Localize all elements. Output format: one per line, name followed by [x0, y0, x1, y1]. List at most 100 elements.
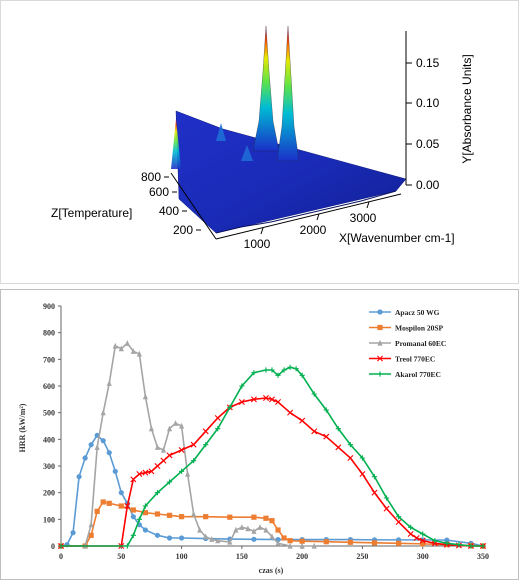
hrr-data-point	[371, 489, 378, 496]
hrr-data-point	[142, 503, 148, 509]
hrr-data-point	[233, 526, 239, 533]
hrr-x-tick-label: 250	[356, 552, 368, 561]
hrr-data-point	[311, 542, 317, 549]
surface-peak-small-left	[171, 119, 181, 169]
hrr-data-point	[185, 470, 191, 477]
hrr-data-point	[100, 499, 106, 505]
hrr-data-point	[136, 471, 143, 477]
hrr-y-tick-label: 700	[43, 355, 55, 364]
hrr-legend-marker	[377, 339, 383, 346]
hrr-series-0	[58, 432, 486, 549]
hrr-data-point	[58, 543, 64, 549]
hrr-data-point	[160, 446, 167, 453]
hrr-data-point	[275, 372, 281, 378]
hrr-data-point	[215, 426, 221, 432]
hrr-data-point	[190, 441, 197, 448]
hrr-data-point	[347, 455, 354, 461]
hrr-data-point	[178, 535, 185, 541]
hrr-legend-label: Treol 770EC	[395, 355, 435, 364]
hrr-data-point	[287, 364, 293, 370]
hrr-data-point	[269, 533, 275, 540]
hrr-data-point	[396, 514, 402, 520]
hrr-legend-item: Treol 770EC	[369, 355, 435, 364]
hrr-data-point	[287, 538, 293, 544]
hrr-y-tick-label: 800	[43, 329, 55, 338]
hrr-data-point	[269, 367, 275, 373]
ftir-3d-surface-panel: 0.00 0.05 0.10 0.15 Y[Absorbance Units] 200…	[0, 0, 519, 284]
x-axis-label-3d: X[Wavenumber cm-1]	[339, 231, 455, 245]
hrr-y-tick-label: 500	[43, 409, 55, 418]
hrr-data-point	[154, 444, 161, 450]
hrr-y-tick-label: 400	[43, 435, 55, 444]
hrr-series-3	[58, 395, 486, 549]
z-tick-3d-label: 400	[159, 204, 179, 218]
hrr-y-tick-label: 0	[51, 542, 55, 551]
hrr-data-point	[444, 540, 450, 546]
hrr-data-point	[263, 367, 269, 373]
x-tick-3d-mark	[316, 213, 320, 221]
hrr-data-point	[202, 428, 209, 435]
hrr-data-point	[94, 508, 100, 514]
y-tick-3d-label: 0.15	[416, 56, 440, 70]
hrr-data-point	[287, 409, 294, 416]
x-ticks-3d: 1000 2000 3000	[244, 201, 377, 251]
z-tick-3d-label: 200	[173, 223, 193, 237]
hrr-data-point	[432, 538, 438, 544]
hrr-data-point	[275, 399, 282, 405]
hrr-series-line	[61, 366, 483, 547]
hrr-data-point	[407, 531, 414, 537]
hrr-data-point	[130, 507, 136, 513]
hrr-data-point	[396, 540, 402, 546]
hrr-data-point	[335, 444, 342, 451]
hrr-data-point	[311, 428, 318, 435]
hrr-data-point	[154, 532, 161, 538]
hrr-data-point	[238, 399, 245, 405]
hrr-data-point	[269, 518, 275, 524]
hrr-data-point	[154, 511, 161, 517]
hrr-data-point	[359, 455, 366, 461]
surface-front-edge	[215, 190, 397, 234]
hrr-legend-marker	[377, 371, 383, 377]
hrr-data-point	[395, 519, 402, 525]
hrr-data-point	[130, 476, 137, 483]
hrr-x-axis-label: czas (s)	[259, 566, 284, 575]
hrr-data-point	[299, 372, 305, 378]
surface-peak-small-mid	[216, 123, 226, 141]
hrr-data-point	[130, 532, 136, 538]
hrr-data-point	[106, 500, 112, 506]
y-ticks-3d: 0.00 0.05 0.10 0.15	[406, 56, 440, 192]
hrr-data-point	[420, 531, 426, 537]
surface-peak-main-2	[276, 25, 300, 162]
hrr-y-axis-label: HRR (kW/m²)	[18, 403, 27, 452]
hrr-data-point	[203, 442, 209, 448]
hrr-data-point	[178, 447, 185, 453]
hrr-data-point	[94, 444, 100, 450]
x-axis-3d	[215, 193, 402, 240]
hrr-data-point	[203, 533, 209, 540]
hrr-data-point	[245, 525, 251, 532]
hrr-data-point	[166, 535, 173, 541]
hrr-data-point	[178, 468, 185, 474]
hrr-data-point	[251, 536, 257, 542]
hrr-series-4	[58, 364, 486, 549]
hrr-data-point	[214, 415, 221, 421]
hrr-data-point	[88, 521, 94, 528]
hrr-legend-marker	[377, 309, 383, 315]
hrr-data-point	[251, 370, 257, 376]
surface-peak-main-1	[252, 25, 280, 152]
hrr-x-tick-label: 300	[417, 552, 429, 561]
hrr-data-point	[293, 366, 299, 372]
hrr-data-point	[112, 468, 118, 474]
hrr-data-point	[166, 479, 173, 485]
hrr-y-tick-label: 900	[43, 302, 55, 311]
x-tick-3d-label: 2000	[300, 223, 327, 237]
hrr-data-point	[148, 468, 155, 475]
hrr-data-point	[287, 542, 293, 549]
hrr-legend-label: Mospilon 20SP	[395, 324, 444, 333]
hrr-x-tick-label: 150	[236, 552, 248, 561]
hrr-data-point	[480, 543, 486, 549]
hrr-legend-item: Promanal 60EC	[369, 339, 446, 348]
hrr-data-point	[311, 391, 317, 397]
z-axis-3d	[170, 172, 217, 240]
hrr-legend-item: Mospilon 20SP	[369, 324, 444, 333]
